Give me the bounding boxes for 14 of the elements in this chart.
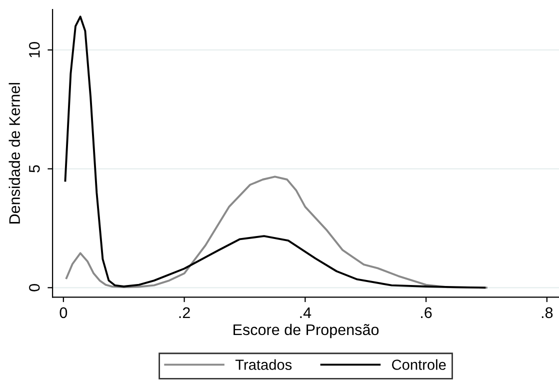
y-tick-label: 10	[28, 42, 40, 58]
x-tick-label: 0	[60, 307, 68, 318]
legend-label: Controle	[392, 359, 446, 370]
line-series	[65, 176, 488, 289]
x-tick-label: .2	[179, 307, 190, 318]
legend-label: Tratados	[235, 359, 292, 370]
x-axis-title: Escore de Propensão	[234, 324, 379, 338]
x-tick-label: .8	[542, 307, 553, 318]
x-tick-label: .4	[300, 307, 312, 318]
line-series	[64, 16, 486, 289]
y-tick-label: 5	[29, 165, 40, 172]
y-tick-label: 0	[28, 284, 40, 292]
x-tick-label: .6	[421, 307, 432, 318]
y-axis-title: Densidade de Kernel	[8, 83, 20, 224]
